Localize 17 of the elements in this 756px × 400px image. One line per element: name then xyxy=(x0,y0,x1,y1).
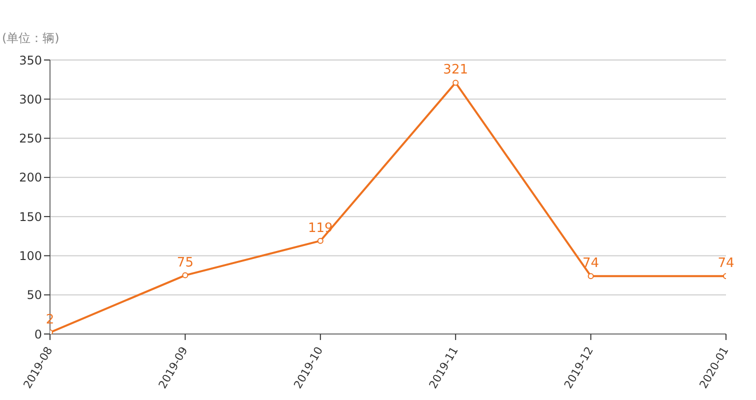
data-label: 321 xyxy=(443,62,468,78)
y-tick-label: 250 xyxy=(19,132,42,146)
y-tick-label: 50 xyxy=(26,288,42,302)
y-tick-label: 100 xyxy=(19,248,42,263)
y-tick-label: 200 xyxy=(19,170,42,185)
point xyxy=(452,80,459,86)
point xyxy=(317,238,324,244)
y-tick-label: 300 xyxy=(19,92,42,106)
y-tick-label: 150 xyxy=(19,210,42,224)
y-axis-title: (单位：辆) xyxy=(2,30,60,47)
y-tick-label: 0 xyxy=(34,327,42,342)
data-label: 75 xyxy=(176,255,194,270)
point xyxy=(182,272,188,278)
y-tick-label: 350 xyxy=(19,53,42,68)
point xyxy=(588,273,594,280)
data-label: 74 xyxy=(718,256,734,272)
data-label: 74 xyxy=(582,256,600,272)
